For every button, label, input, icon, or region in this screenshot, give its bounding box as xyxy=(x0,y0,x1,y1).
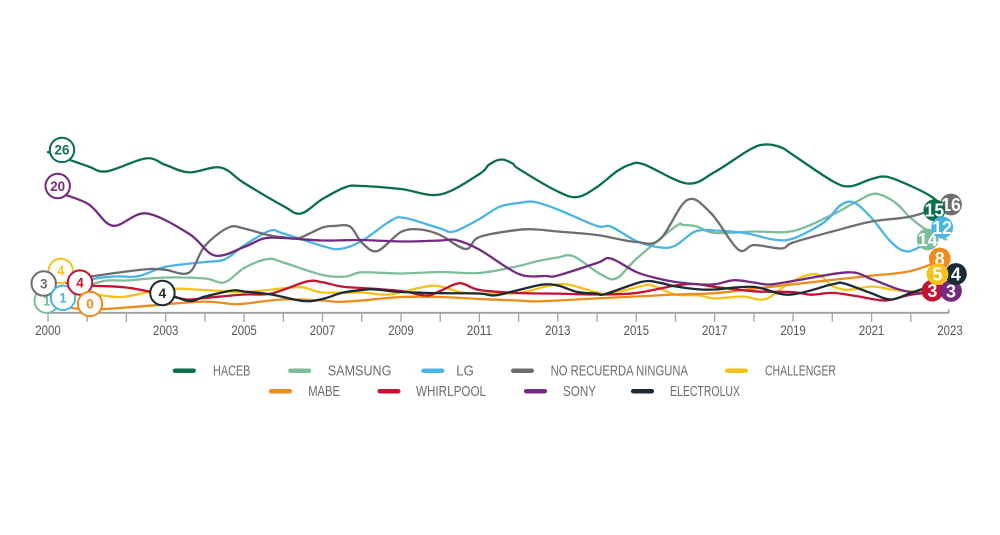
svg-text:SONY: SONY xyxy=(563,383,596,400)
svg-text:2023: 2023 xyxy=(937,322,963,338)
svg-text:12: 12 xyxy=(932,218,952,238)
svg-text:16: 16 xyxy=(941,195,961,215)
svg-text:2007: 2007 xyxy=(310,322,336,338)
svg-text:5: 5 xyxy=(932,265,942,285)
svg-text:ELECTROLUX: ELECTROLUX xyxy=(670,383,740,400)
svg-text:15: 15 xyxy=(925,201,945,221)
svg-text:1: 1 xyxy=(43,294,51,309)
svg-text:0: 0 xyxy=(86,297,93,312)
svg-text:2011: 2011 xyxy=(467,322,493,338)
svg-text:2015: 2015 xyxy=(624,322,650,338)
svg-text:MABE: MABE xyxy=(308,383,340,400)
svg-text:NO RECUERDA NINGUNA: NO RECUERDA NINGUNA xyxy=(551,362,688,379)
svg-text:1: 1 xyxy=(59,291,67,306)
svg-text:2005: 2005 xyxy=(231,322,257,338)
svg-text:8: 8 xyxy=(935,249,945,269)
svg-text:2019: 2019 xyxy=(780,322,806,338)
svg-text:4: 4 xyxy=(159,286,167,301)
svg-text:LG: LG xyxy=(456,362,474,379)
svg-text:20: 20 xyxy=(50,179,65,194)
svg-text:3: 3 xyxy=(40,276,47,291)
svg-text:4: 4 xyxy=(57,264,65,279)
svg-text:2013: 2013 xyxy=(545,322,571,338)
svg-text:CHALLENGER: CHALLENGER xyxy=(765,362,836,379)
svg-text:WHIRLPOOL: WHIRLPOOL xyxy=(416,383,486,400)
svg-text:3: 3 xyxy=(946,281,956,301)
svg-text:HACEB: HACEB xyxy=(213,362,250,379)
svg-text:2003: 2003 xyxy=(153,322,179,338)
svg-text:2000: 2000 xyxy=(35,322,61,338)
svg-text:2017: 2017 xyxy=(702,322,728,338)
svg-text:26: 26 xyxy=(55,143,70,158)
svg-text:2021: 2021 xyxy=(859,322,885,338)
svg-text:4: 4 xyxy=(76,275,84,290)
svg-text:2009: 2009 xyxy=(388,322,414,338)
svg-text:4: 4 xyxy=(951,265,961,285)
svg-text:14: 14 xyxy=(918,230,938,250)
svg-text:3: 3 xyxy=(927,281,937,301)
svg-text:SAMSUNG: SAMSUNG xyxy=(328,362,392,379)
